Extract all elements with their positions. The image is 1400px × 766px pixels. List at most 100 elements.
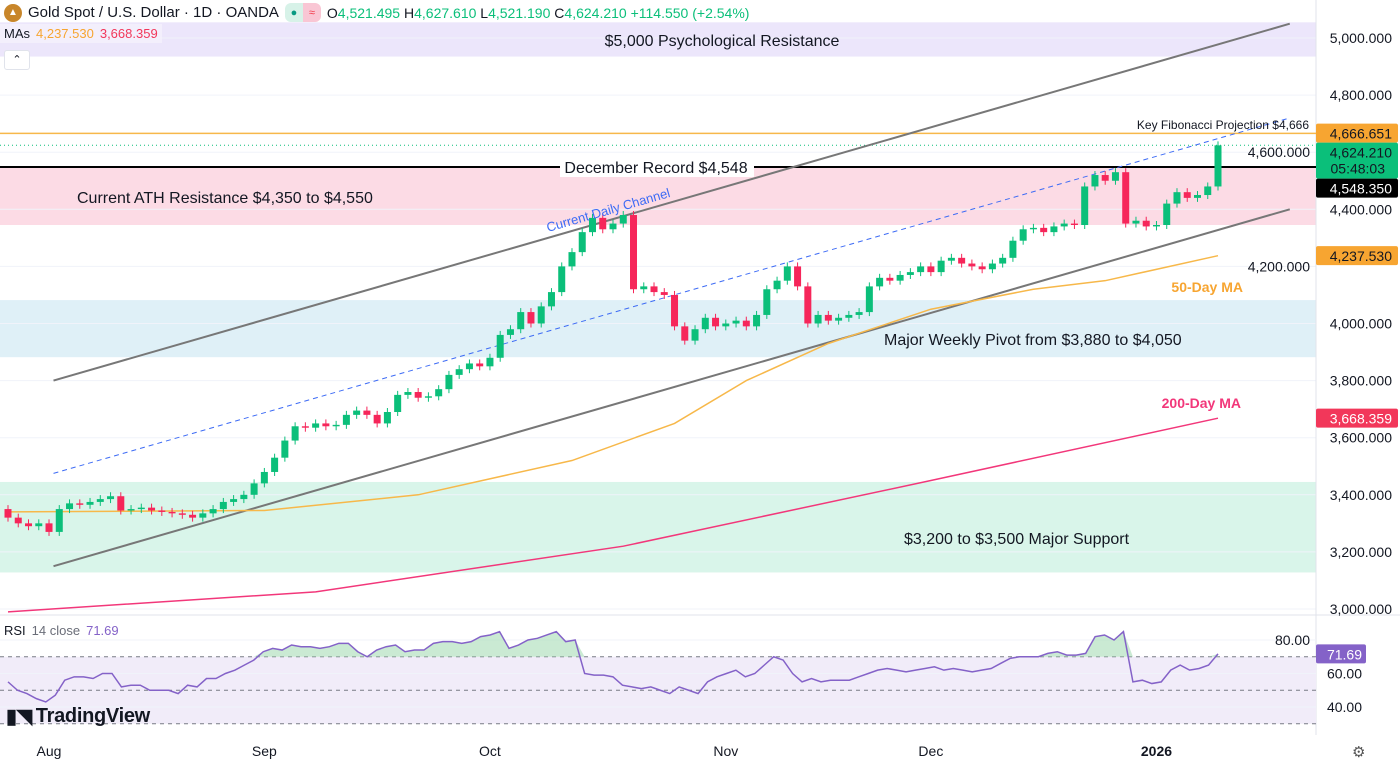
candle-body (1009, 240, 1017, 258)
price-tick-label: 4,600.000 (1248, 144, 1310, 160)
candle-body (168, 511, 176, 514)
candle-body (999, 257, 1007, 264)
candle-body (1193, 195, 1201, 198)
candle-body (117, 496, 125, 511)
candle-body (250, 483, 258, 495)
time-tick-label: Sep (252, 743, 277, 759)
candle-body (363, 410, 371, 415)
rsi-legend[interactable]: RSI 14 close 71.69 (4, 623, 119, 638)
level-label-december-record: December Record $4,548 (564, 160, 747, 177)
zone-label-ath: Current ATH Resistance $4,350 to $4,550 (77, 190, 373, 207)
rsi-tick-label: 60.00 (1327, 666, 1362, 682)
candle-body (855, 312, 863, 315)
candle-body (230, 499, 238, 502)
ma200-value: 3,668.359 (99, 26, 158, 41)
candle-body (209, 509, 217, 514)
candle-body (845, 314, 853, 318)
candle-body (558, 266, 566, 293)
zone-label-psychological: $5,000 Psychological Resistance (605, 33, 840, 50)
candle-body (1091, 175, 1099, 187)
price-badge (1316, 408, 1398, 428)
candle-body (260, 471, 268, 484)
ma200-line (7, 417, 1219, 613)
candle-body (722, 323, 730, 327)
price-tick-label: 3,600.000 (1330, 430, 1392, 446)
price-tick-label: 5,000.000 (1330, 30, 1392, 46)
ohlc-values: O4,521.495 H4,627.610 L4,521.190 C4,624.… (326, 4, 750, 21)
settings-gear-icon[interactable]: ⚙ (1352, 744, 1366, 761)
rsi-line (7, 630, 1219, 703)
candle-body (619, 215, 627, 224)
candle-body (958, 257, 966, 264)
symbol-title[interactable]: Gold Spot / U.S. Dollar · 1D · OANDA (28, 4, 279, 21)
price-tick-label: 3,200.000 (1330, 544, 1392, 560)
candle-body (342, 414, 350, 425)
candle-body (66, 503, 74, 510)
ma-legend-label: MAs (4, 26, 30, 41)
candle-body (383, 412, 391, 424)
rsi-badge-text: 71.69 (1327, 646, 1362, 662)
price-tick-label: 3,400.000 (1330, 487, 1392, 503)
candle-body (865, 286, 873, 313)
ma-legend[interactable]: MAs 4,237.530 3,668.359 (0, 24, 162, 43)
rsi-value: 71.69 (86, 623, 119, 638)
candle-body (1101, 175, 1109, 181)
candle-body (424, 396, 432, 398)
ma50-label: 50-Day MA (1171, 279, 1243, 295)
candle-body (578, 232, 586, 253)
time-tick-label: Aug (37, 743, 62, 759)
candle-body (1040, 227, 1048, 233)
price-tick-label: 4,200.000 (1248, 258, 1310, 274)
candle-body (25, 523, 33, 527)
candle-body (947, 257, 955, 261)
candle-body (988, 263, 996, 270)
candle-body (732, 320, 740, 324)
candle-body (568, 252, 576, 267)
candle-body (537, 306, 545, 324)
countdown-text: 05:48:03 (1331, 161, 1386, 177)
candle-body (240, 494, 248, 500)
candle-body (271, 457, 279, 472)
price-badge (1316, 178, 1398, 198)
candle-body (804, 286, 812, 324)
candle-body (763, 289, 771, 315)
time-tick-label: 2026 (1141, 743, 1172, 759)
candle-body (599, 217, 607, 230)
candle-body (1183, 192, 1191, 198)
candle-body (896, 274, 904, 281)
candle-body (404, 392, 412, 395)
candle-body (978, 266, 986, 270)
candle-body (588, 217, 596, 233)
candle-body (681, 326, 689, 341)
candle-body (45, 523, 53, 532)
status-indicators[interactable]: ● ≈ (284, 3, 321, 22)
candle-body (178, 513, 186, 515)
candle-body (783, 266, 791, 281)
candle-body (527, 312, 535, 324)
price-badge-text: 3,668.359 (1330, 411, 1392, 427)
collapse-legend-button[interactable]: ⌃ (4, 50, 30, 70)
symbol-header: ▲ Gold Spot / U.S. Dollar · 1D · OANDA ●… (4, 3, 749, 22)
candle-body (753, 314, 761, 327)
candle-body (1050, 226, 1058, 233)
zone-3 (0, 481, 1316, 573)
candle-body (199, 513, 207, 518)
market-open-icon: ● (284, 3, 303, 22)
tradingview-watermark: ▮◥ TradingView (6, 704, 150, 729)
price-badge (1316, 246, 1398, 266)
ma50-value: 4,237.530 (36, 26, 94, 41)
price-tick-label: 4,000.000 (1330, 316, 1392, 332)
candle-body (773, 280, 781, 290)
zone-label-support: $3,200 to $3,500 Major Support (904, 531, 1130, 548)
price-badge-text: 4,666.651 (1330, 126, 1392, 142)
rsi-badge (1316, 644, 1366, 664)
candle-body (1070, 223, 1078, 226)
candle-body (886, 277, 894, 281)
candle-body (219, 501, 227, 510)
level-label-fibonacci: Key Fibonacci Projection $4,666 (1137, 118, 1309, 132)
candle-body (794, 266, 802, 287)
price-tick-label: 3,800.000 (1330, 373, 1392, 389)
candle-body (4, 509, 12, 518)
channel-upper-line (53, 22, 1291, 382)
